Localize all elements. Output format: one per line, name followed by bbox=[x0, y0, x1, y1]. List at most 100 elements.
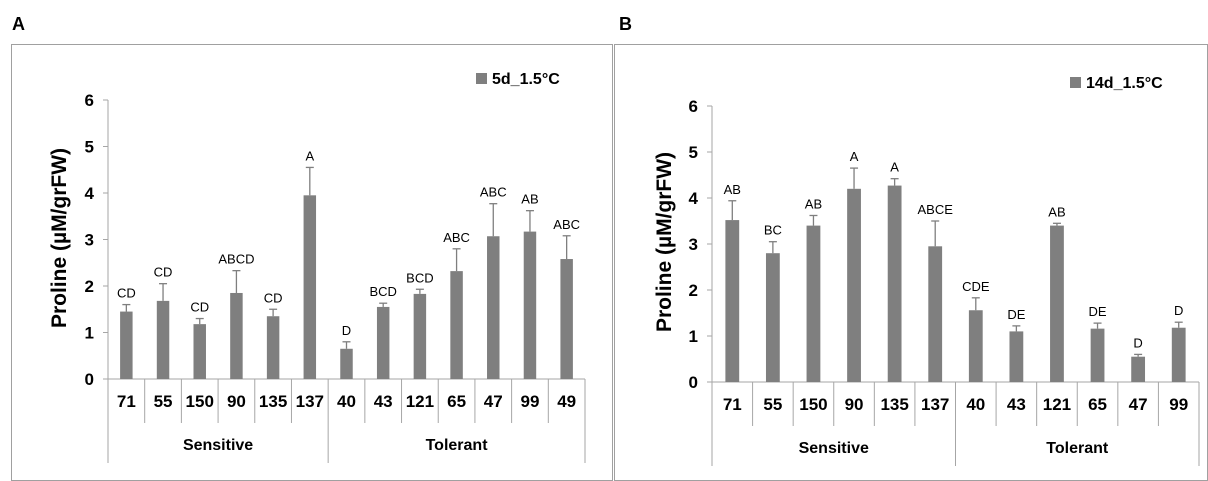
panel-b-category-label: 65 bbox=[1088, 395, 1107, 414]
panel-b-bar bbox=[806, 225, 821, 382]
panel-b-category-label: 90 bbox=[845, 395, 864, 414]
panel-b-category-label: 71 bbox=[723, 395, 742, 414]
panel-a-y-tick-label: 2 bbox=[85, 277, 94, 296]
panel-b-group-label: Tolerant bbox=[1046, 440, 1109, 457]
panel-a-bar bbox=[487, 236, 500, 379]
panel-b-letter: B bbox=[619, 14, 632, 34]
panel-a-significance-label: CD bbox=[117, 286, 136, 301]
panel-a-significance-label: CD bbox=[264, 290, 283, 305]
panel-b-category-label: 121 bbox=[1043, 395, 1071, 414]
panel-a-bar bbox=[413, 293, 427, 379]
panel-b-significance-label: D bbox=[1174, 303, 1183, 318]
panel-b-significance-label: A bbox=[850, 149, 859, 164]
panel-b-y-tick-label: 0 bbox=[689, 373, 698, 392]
panel-b-bar bbox=[847, 188, 861, 382]
panel-b-category-label: 47 bbox=[1129, 395, 1148, 414]
panel-a-significance-label: BCD bbox=[369, 284, 396, 299]
panel-a-letter: A bbox=[12, 14, 25, 34]
panel-b-significance-label: DE bbox=[1007, 307, 1025, 322]
panel-a-category-label: 47 bbox=[484, 392, 503, 411]
panel-b-bar bbox=[725, 220, 740, 382]
panel-b-bar bbox=[765, 253, 780, 382]
panel-a-bar bbox=[376, 306, 390, 379]
panel-b-significance-label: AB bbox=[724, 182, 741, 197]
panel-b-y-tick-label: 4 bbox=[689, 189, 699, 208]
panel-a-significance-label: AB bbox=[521, 192, 538, 207]
panel-b-significance-label: AB bbox=[805, 196, 822, 211]
panel-a-category-label: 55 bbox=[154, 392, 173, 411]
panel-b-significance-label: DE bbox=[1089, 304, 1107, 319]
panel-a-category-label: 99 bbox=[521, 392, 540, 411]
panel-a-significance-label: ABC bbox=[480, 185, 507, 200]
panel-a-category-label: 40 bbox=[337, 392, 356, 411]
panel-b-y-axis-title: Proline (µM/grFW) bbox=[653, 152, 676, 332]
panel-b-y-tick-label: 6 bbox=[689, 97, 698, 116]
panel-b-bar bbox=[968, 310, 983, 382]
panel-b-y-tick-label: 5 bbox=[689, 143, 698, 162]
panel-a-significance-label: ABC bbox=[443, 230, 470, 245]
panel-b-significance-label: A bbox=[890, 160, 899, 175]
panel-a-category-label: 150 bbox=[186, 392, 214, 411]
panel-a-bar bbox=[560, 259, 573, 379]
panel-b-significance-label: ABCE bbox=[918, 202, 954, 217]
panel-a-significance-label: D bbox=[342, 323, 351, 338]
panel-a-group-label: Tolerant bbox=[426, 437, 489, 454]
panel-b-y-tick-label: 1 bbox=[689, 327, 698, 346]
panel-a-legend: 5d_1.5°C bbox=[476, 71, 560, 88]
panel-b-category-label: 99 bbox=[1169, 395, 1188, 414]
panel-a-significance-label: ABCD bbox=[218, 252, 254, 267]
panel-a-significance-label: CD bbox=[154, 265, 173, 280]
panel-b-bar bbox=[1090, 328, 1105, 382]
panel-a-significance-label: CD bbox=[190, 300, 209, 315]
panel-a-significance-label: BCD bbox=[406, 270, 433, 285]
panel-b-y-tick-label: 3 bbox=[689, 235, 698, 254]
panel-b-category-label: 135 bbox=[880, 395, 908, 414]
panel-a-category-label: 43 bbox=[374, 392, 393, 411]
panel-a-bar bbox=[340, 348, 353, 379]
panel-a-category-label: 137 bbox=[296, 392, 324, 411]
panel-b-plot: 0 1 2 3 4 5 6 Sensitive Tolerant AB 71 BC 55 AB 150 A 90… bbox=[689, 97, 1200, 466]
panel-a-y-tick-label: 6 bbox=[85, 91, 94, 110]
panel-a-bar bbox=[450, 271, 463, 379]
panel-b-bar bbox=[1131, 356, 1146, 382]
panel-b-bar bbox=[928, 246, 943, 382]
panel-a-y-tick-label: 5 bbox=[85, 138, 94, 157]
panel-b-bar bbox=[1171, 327, 1186, 382]
panel-b-significance-label: AB bbox=[1048, 204, 1065, 219]
panel-a-bar bbox=[230, 292, 243, 379]
panel-b-frame bbox=[614, 44, 1208, 481]
panel-a-y-tick-label: 1 bbox=[85, 324, 94, 343]
panel-b-category-label: 137 bbox=[921, 395, 949, 414]
panel-b-significance-label: BC bbox=[764, 223, 782, 238]
panel-a-category-label: 65 bbox=[447, 392, 466, 411]
panel-b-group-label: Sensitive bbox=[799, 440, 869, 457]
panel-a-group-label: Sensitive bbox=[183, 437, 253, 454]
panel-b-category-label: 55 bbox=[763, 395, 782, 414]
panel-a-significance-label: ABC bbox=[553, 217, 580, 232]
panel-b-legend-label: 14d_1.5°C bbox=[1086, 75, 1163, 92]
panel-a-category-label: 121 bbox=[406, 392, 434, 411]
panel-b-legend-swatch bbox=[1070, 77, 1081, 88]
panel-b-legend: 14d_1.5°C bbox=[1070, 75, 1163, 92]
panel-b-significance-label: D bbox=[1133, 335, 1142, 350]
panel-a-y-tick-label: 4 bbox=[85, 184, 95, 203]
panel-a-legend-swatch bbox=[476, 73, 487, 84]
panel-a-bar bbox=[156, 300, 170, 379]
panel-a-significance-label: A bbox=[305, 148, 314, 163]
panel-a-bar bbox=[303, 195, 317, 379]
panel-a-category-label: 90 bbox=[227, 392, 246, 411]
panel-b-bar bbox=[1050, 225, 1064, 382]
panel-a-category-label: 49 bbox=[557, 392, 576, 411]
panel-a-bar bbox=[523, 231, 537, 379]
panel-a-category-label: 71 bbox=[117, 392, 136, 411]
panel-b-bar bbox=[1009, 331, 1024, 382]
panel-a-y-axis-title: Proline (µM/grFW) bbox=[48, 148, 71, 328]
panel-b-significance-label: CDE bbox=[962, 279, 990, 294]
panel-a-y-tick-label: 0 bbox=[85, 370, 94, 389]
panel-a-bar bbox=[193, 324, 206, 379]
panel-b-y-tick-label: 2 bbox=[689, 281, 698, 300]
panel-b-bar bbox=[887, 185, 902, 382]
panel-a-y-tick-label: 3 bbox=[85, 231, 94, 250]
